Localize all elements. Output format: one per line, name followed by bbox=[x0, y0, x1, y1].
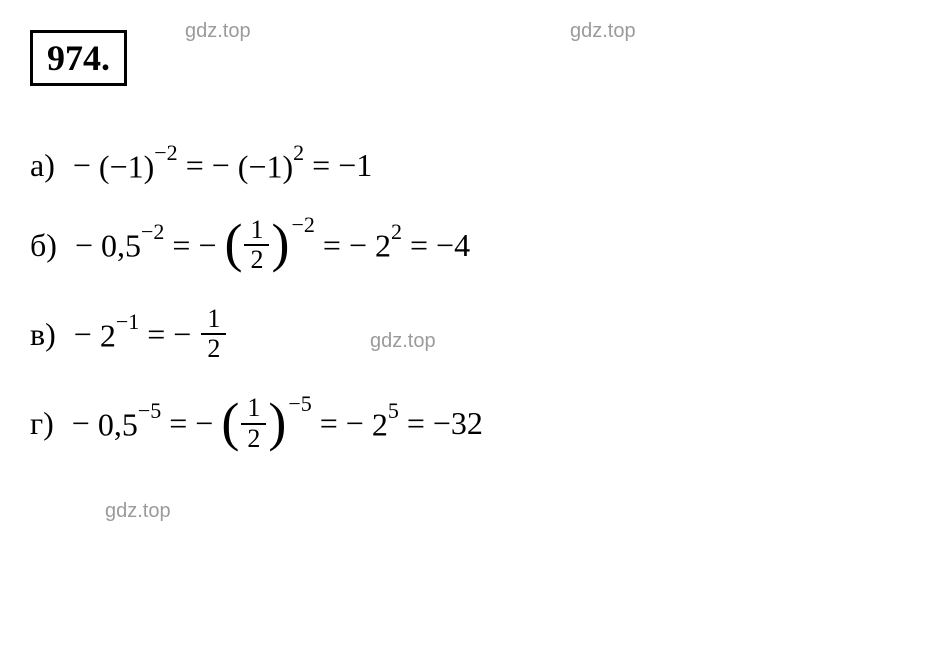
b-mid-base: 2 bbox=[375, 228, 391, 264]
eq-b2: = bbox=[323, 227, 341, 264]
neg-d2: − bbox=[195, 405, 213, 442]
d-paren-group: ( 1 2 ) −5 bbox=[221, 394, 311, 453]
c-frac: 1 2 bbox=[201, 305, 226, 364]
neg-c2: − bbox=[173, 316, 191, 353]
d-frac-exp: −5 bbox=[288, 391, 311, 417]
b-frac-num: 1 bbox=[244, 216, 269, 247]
d-frac: 1 2 bbox=[241, 394, 266, 453]
eq-d2: = bbox=[320, 405, 338, 442]
watermark-2: gdz.top bbox=[570, 20, 636, 43]
item-b: б) − 0,5−2 = − ( 1 2 ) −2 = − 22 = −4 bbox=[30, 216, 903, 275]
b-paren-group: ( 1 2 ) −2 bbox=[225, 216, 315, 275]
c-frac-num: 1 bbox=[201, 305, 226, 336]
d-lhs-exp: −5 bbox=[138, 398, 161, 423]
d-frac-num: 1 bbox=[241, 394, 266, 425]
neg-a2: − bbox=[212, 147, 230, 184]
neg-a1: − bbox=[73, 147, 91, 184]
b-frac-exp: −2 bbox=[291, 212, 314, 238]
neg-b2: − bbox=[198, 227, 216, 264]
b-lhs-exp: −2 bbox=[141, 219, 164, 244]
a-mid-exp: 2 bbox=[293, 140, 304, 165]
b-lhs-base: 0,5 bbox=[101, 228, 141, 264]
b-frac-den: 2 bbox=[244, 246, 269, 275]
eq-b3: = bbox=[410, 227, 428, 264]
label-c: в) bbox=[30, 316, 56, 353]
eq-c1: = bbox=[147, 316, 165, 353]
a-mid-base: (−1) bbox=[238, 149, 293, 185]
neg-b1: − bbox=[75, 227, 93, 264]
c-frac-den: 2 bbox=[201, 335, 226, 364]
item-d: г) − 0,5−5 = − ( 1 2 ) −5 = − 25 = −32 bbox=[30, 394, 903, 453]
neg-d1: − bbox=[72, 405, 90, 442]
eq-a2: = bbox=[312, 147, 330, 184]
d-result: −32 bbox=[433, 405, 483, 442]
label-d: г) bbox=[30, 405, 54, 442]
c-lhs-base: 2 bbox=[100, 317, 116, 353]
watermark-1: gdz.top bbox=[185, 20, 251, 43]
label-a: а) bbox=[30, 147, 55, 184]
a-result: −1 bbox=[338, 147, 372, 184]
neg-c1: − bbox=[74, 316, 92, 353]
d-mid-exp: 5 bbox=[388, 398, 399, 423]
eq-d1: = bbox=[169, 405, 187, 442]
item-c: в) − 2−1 = − 1 2 bbox=[30, 305, 903, 364]
eq-a1: = bbox=[186, 147, 204, 184]
neg-d3: − bbox=[346, 405, 364, 442]
d-lhs-base: 0,5 bbox=[98, 406, 138, 442]
b-frac: 1 2 bbox=[244, 216, 269, 275]
d-mid-base: 2 bbox=[372, 406, 388, 442]
b-mid-exp: 2 bbox=[391, 219, 402, 244]
b-result: −4 bbox=[436, 227, 470, 264]
watermark-4: gdz.top bbox=[105, 500, 171, 523]
a-lhs-exp: −2 bbox=[154, 140, 177, 165]
label-b: б) bbox=[30, 227, 57, 264]
c-lhs-exp: −1 bbox=[116, 309, 139, 334]
eq-d3: = bbox=[407, 405, 425, 442]
neg-b3: − bbox=[349, 227, 367, 264]
d-frac-den: 2 bbox=[241, 425, 266, 454]
item-a: а) − (−1)−2 = − (−1)2 = −1 bbox=[30, 146, 903, 186]
a-lhs-base: (−1) bbox=[99, 149, 154, 185]
eq-b1: = bbox=[172, 227, 190, 264]
problem-number: 974. bbox=[30, 30, 127, 86]
